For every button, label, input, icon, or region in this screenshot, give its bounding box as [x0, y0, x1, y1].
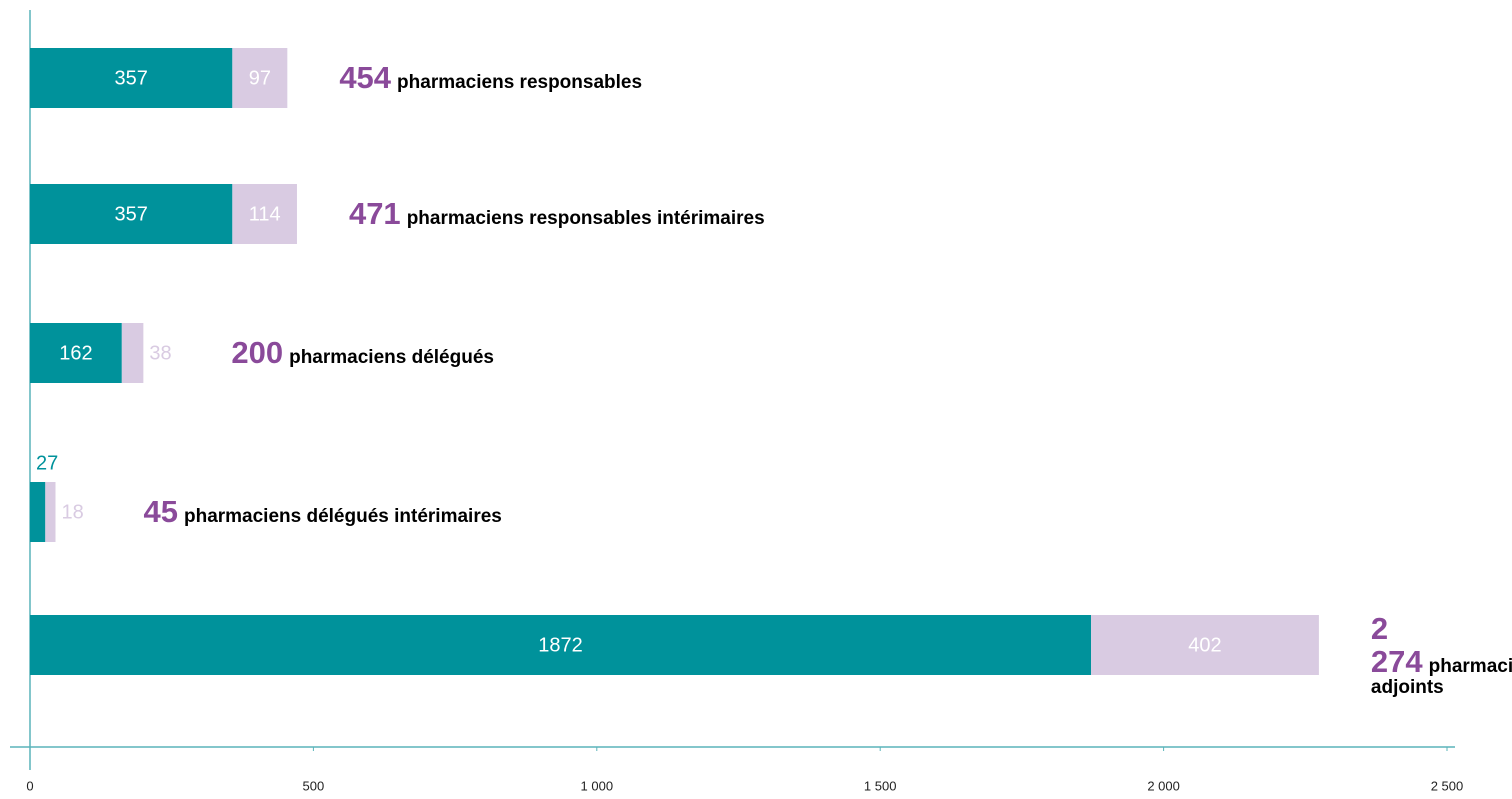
- x-tick-label: 1 000: [581, 778, 614, 793]
- bar-segment: [30, 184, 233, 244]
- total-value: 200: [231, 334, 284, 370]
- category-label: pharmaciens délégués intérimaires: [183, 505, 502, 527]
- total-value: 471: [348, 195, 401, 231]
- x-tick-label: 1 500: [864, 778, 897, 793]
- bar-value-label: 97: [249, 67, 271, 89]
- category-label: pharmaciens responsables intérimaires: [406, 207, 765, 229]
- category-label: pharmaciens délégués: [289, 346, 494, 368]
- bar-value-label: 38: [149, 342, 171, 364]
- x-tick-label: 2 500: [1431, 778, 1464, 793]
- bar-value-label: 357: [114, 203, 147, 225]
- bar-value-label: 402: [1188, 634, 1221, 656]
- bar-segment: [30, 323, 122, 383]
- bar-segment: [30, 615, 1092, 675]
- total-value: 2 274: [1370, 611, 1423, 679]
- bar-segment: [1091, 615, 1319, 675]
- total-label: 200 pharmaciens délégués: [231, 334, 494, 370]
- category-label: pharmaciens adjoints: [1370, 655, 1512, 699]
- bar-segment: [30, 48, 233, 108]
- x-tick-label: 500: [303, 778, 325, 793]
- total-value: 454: [339, 59, 392, 95]
- total-value: 45: [143, 493, 178, 529]
- total-label: 2 274pharmaciens adjoints: [1370, 611, 1512, 698]
- bar-value-label: 162: [59, 342, 92, 364]
- bar-value-label: 27: [36, 452, 58, 474]
- bar-value-label: 18: [62, 501, 84, 523]
- bar-segment: [232, 48, 288, 108]
- total-label: 45 pharmaciens délégués intérimaires: [143, 493, 502, 529]
- bar-segment: [121, 323, 144, 383]
- bar-value-label: 1872: [538, 634, 583, 656]
- bar-segment: [30, 482, 46, 542]
- bar-segment: [232, 184, 297, 244]
- total-label: 454 pharmaciens responsables: [339, 59, 643, 95]
- total-label: 471 pharmaciens responsables intérimaires: [348, 195, 765, 231]
- category-label: pharmaciens responsables: [397, 71, 643, 93]
- bar-value-label: 114: [249, 203, 281, 225]
- bar-segment: [45, 482, 56, 542]
- x-tick-label: 2 000: [1147, 778, 1180, 793]
- x-tick-label: 0: [26, 778, 33, 793]
- bar-value-label: 357: [114, 67, 147, 89]
